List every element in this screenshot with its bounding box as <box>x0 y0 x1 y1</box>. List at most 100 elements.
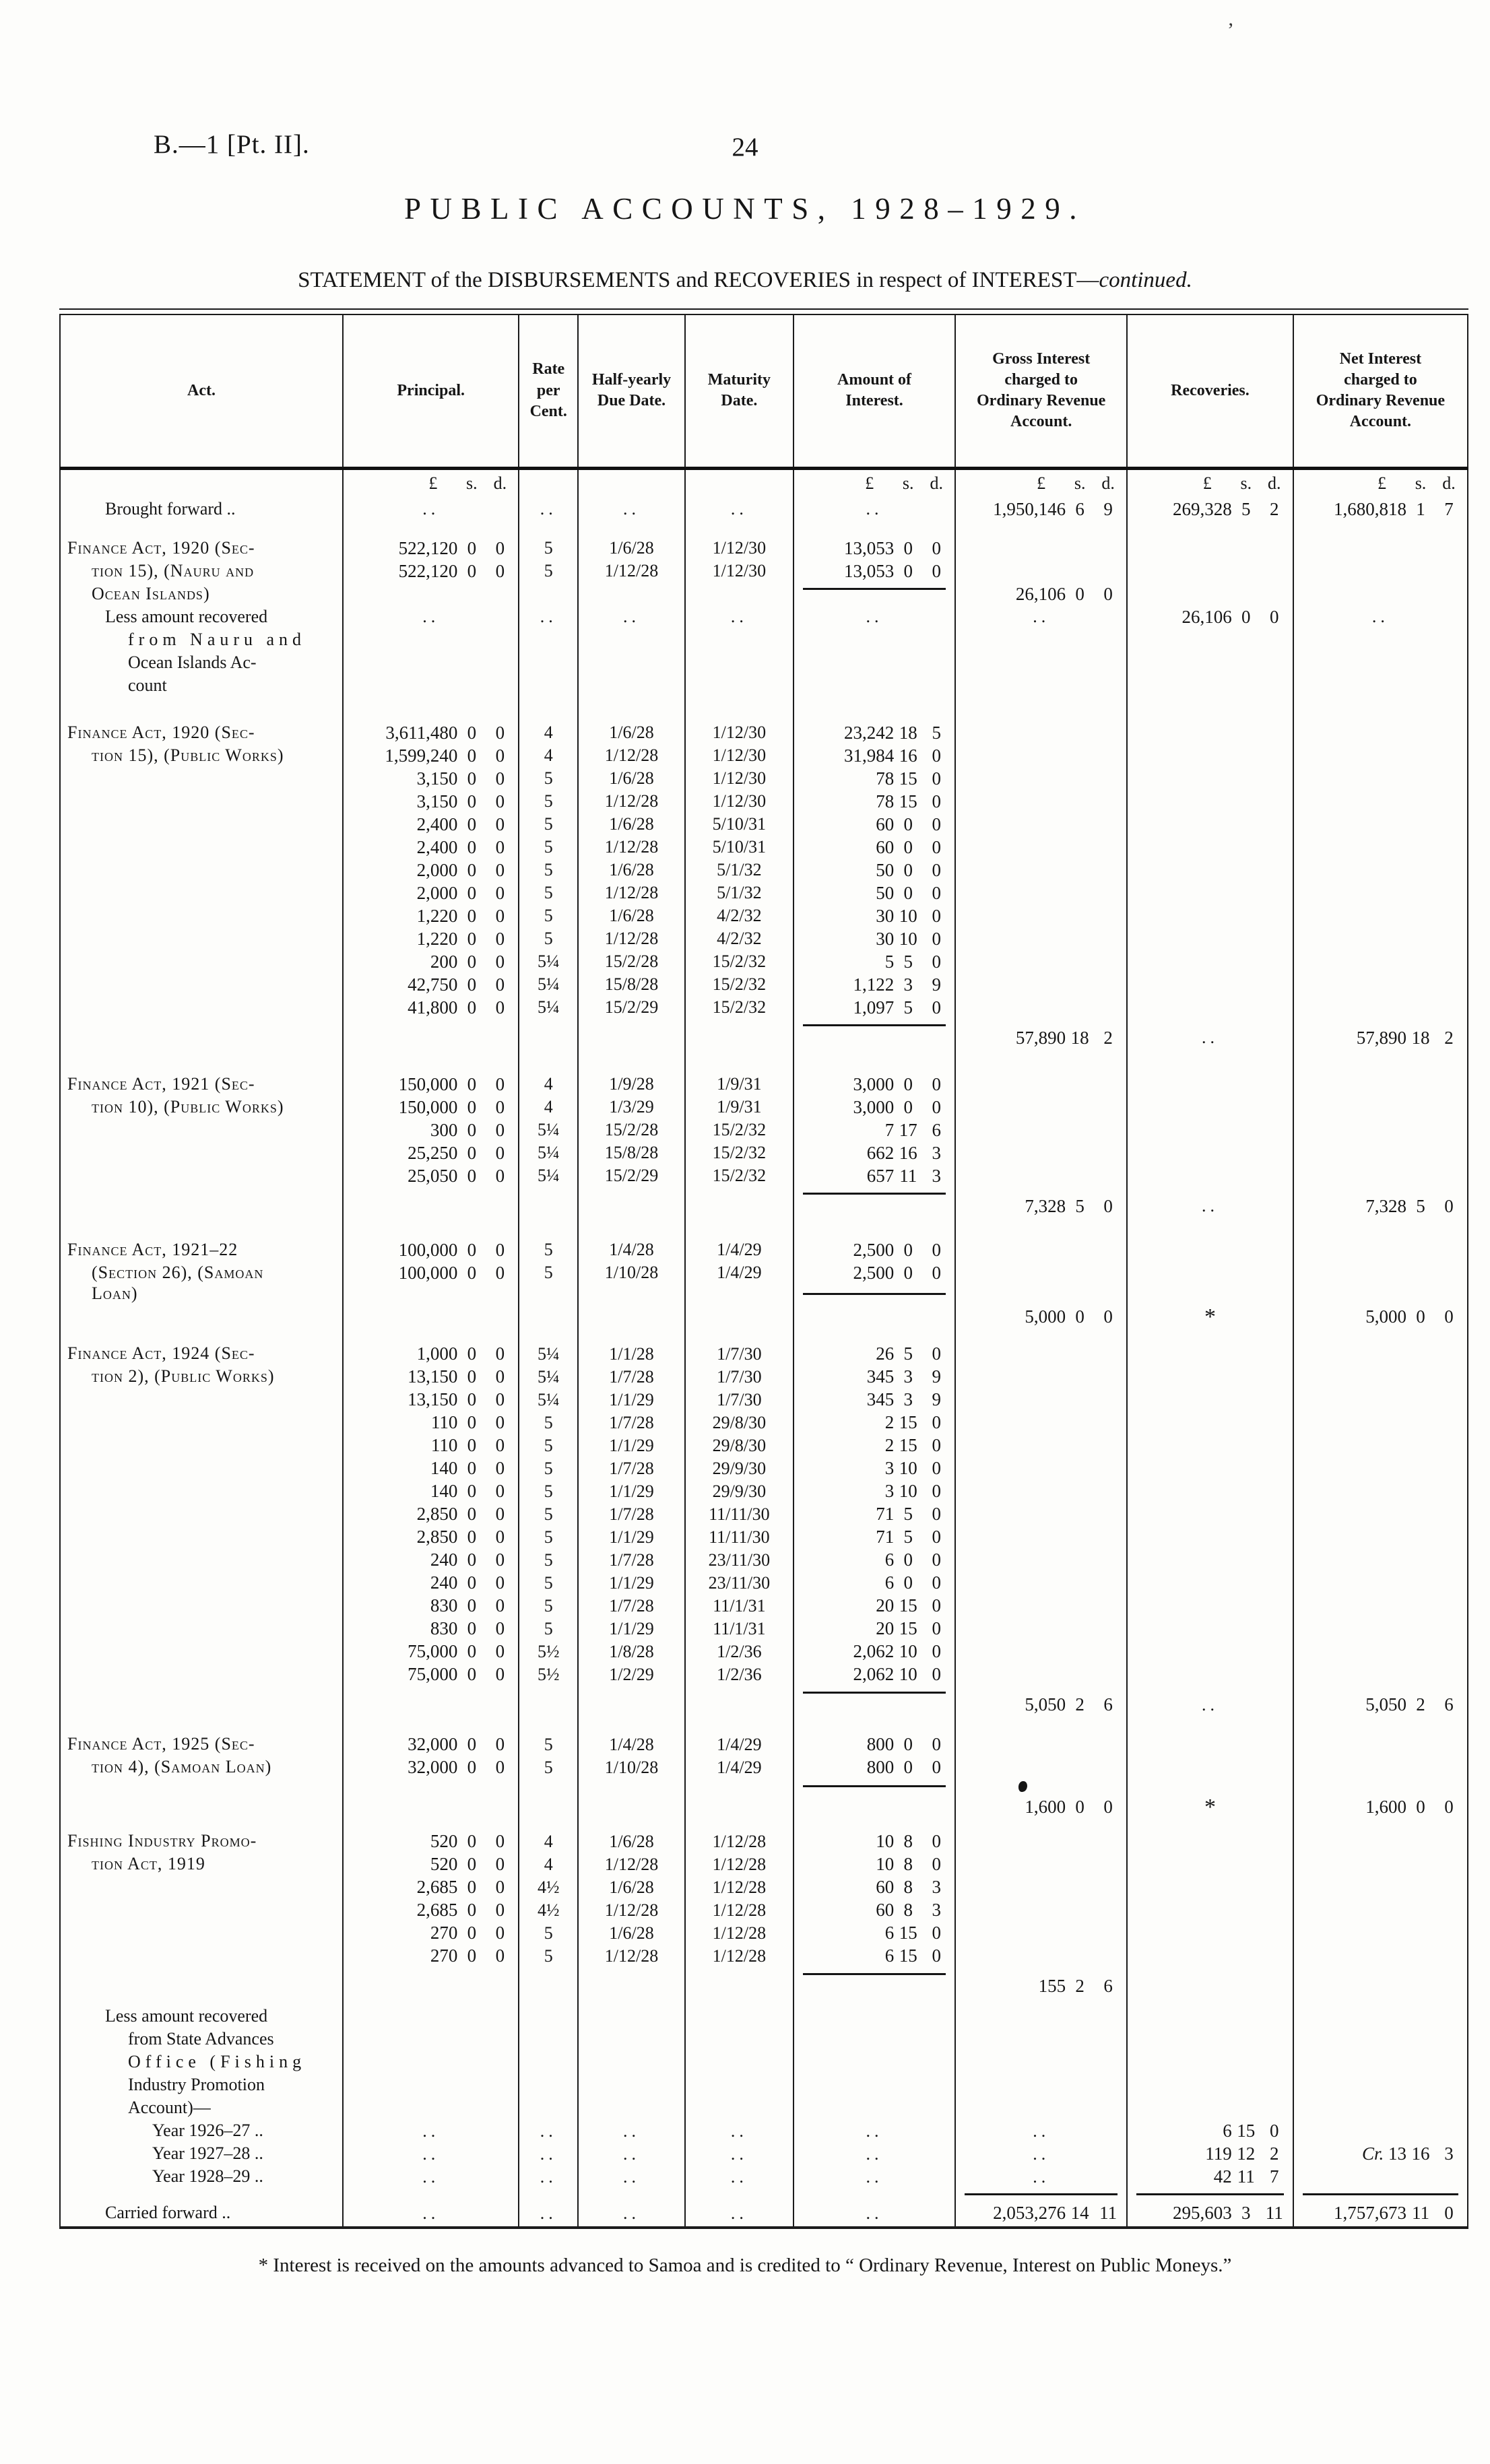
table-row: 25,250 0 0 5¼ 15/8/28 15/2/32 662 16 3 <box>60 1141 1468 1164</box>
money-cell: 1,600 0 0 <box>955 1793 1128 1821</box>
subtotal-rule <box>802 1972 946 1975</box>
empty-cell <box>1127 1820 1294 1830</box>
empty-cell <box>955 697 1128 721</box>
value-cell: 4 <box>519 1830 579 1853</box>
act-text: Finance Act, 1920 (Sec- <box>67 722 255 742</box>
empty-cell <box>1127 1330 1294 1343</box>
money-cell: 1,950,146 6 9 <box>955 498 1128 521</box>
act-cell: Year 1926–27 .. <box>60 2119 344 2143</box>
empty-cell <box>684 1303 794 1331</box>
empty-cell <box>1127 1479 1294 1503</box>
empty-cell <box>684 521 794 537</box>
empty-cell <box>60 1820 344 1830</box>
dots-cell: .. <box>519 2119 579 2143</box>
table-row: 2,400 0 0 5 1/12/28 5/10/31 60 0 0 <box>60 836 1468 859</box>
act-text: Industry Promotion <box>128 2075 265 2095</box>
column-header: Recoveries. <box>1127 314 1294 470</box>
empty-cell <box>684 2188 794 2201</box>
dots-cell: .. <box>955 605 1128 628</box>
empty-cell <box>60 1187 344 1225</box>
value-cell: 5 <box>519 881 579 904</box>
money-cell: 7,328 5 0 <box>1365 1195 1454 1216</box>
empty-cell <box>60 1057 344 1073</box>
empty-cell <box>1127 2096 1294 2120</box>
empty-cell <box>1293 1389 1468 1411</box>
value-cell: 5¼ <box>519 1388 579 1411</box>
empty-cell <box>955 1164 1128 1187</box>
empty-cell <box>793 1793 957 1821</box>
spacer-row <box>60 1330 1468 1343</box>
empty-cell <box>1127 790 1294 813</box>
value-cell: 23/11/30 <box>684 1571 794 1595</box>
empty-cell <box>684 582 794 605</box>
value-cell: 5 <box>519 1756 579 1779</box>
subtotal-rule <box>1303 2193 1458 2196</box>
subtotal-rule <box>802 1292 946 1295</box>
empty-cell <box>519 1793 579 1821</box>
empty-cell <box>60 1141 344 1164</box>
value-cell: 1/6/28 <box>578 537 686 560</box>
column-header: Maturity Date. <box>684 314 794 470</box>
act-cell: tion 15), (Public Works) <box>60 744 344 767</box>
value-cell: 5 <box>519 859 579 881</box>
money-cell: 522,120 0 0 <box>343 560 520 582</box>
empty-cell <box>684 1019 794 1057</box>
value-cell: 1/6/28 <box>578 859 686 881</box>
value-cell: 1/12/28 <box>578 744 686 767</box>
act-cell: count <box>60 674 344 697</box>
empty-cell <box>60 1434 344 1457</box>
value-cell: 5/10/31 <box>684 836 794 859</box>
empty-cell <box>343 1019 520 1057</box>
money-cell: 240 0 0 <box>343 1548 520 1572</box>
empty-cell <box>1127 973 1294 996</box>
subtotal-rule <box>802 1024 946 1026</box>
empty-cell <box>60 1944 344 1968</box>
empty-cell <box>578 1330 686 1343</box>
value-cell: 5¼ <box>519 1119 579 1141</box>
empty-cell <box>1293 1238 1468 1261</box>
value-cell: 1/9/28 <box>578 1073 686 1096</box>
empty-cell <box>955 790 1128 813</box>
empty-cell <box>793 1225 957 1238</box>
empty-cell <box>343 521 520 537</box>
value-cell: 29/9/30 <box>684 1457 794 1480</box>
value-cell: 15/8/28 <box>578 973 686 996</box>
empty-cell <box>578 674 686 697</box>
dots-cell: .. <box>519 2165 579 2189</box>
value-cell: 5 <box>519 1733 579 1756</box>
subtotal-rule-cell <box>1293 2189 1468 2201</box>
empty-cell <box>343 697 520 721</box>
money-cell: 2,000 0 0 <box>343 859 520 881</box>
empty-cell <box>578 2096 686 2120</box>
value-cell: 1/12/30 <box>684 790 794 813</box>
empty-cell <box>793 2051 957 2074</box>
table-row: tion 2), (Public Works) 13,150 0 0 5¼ 1/7/28 1… <box>60 1365 1468 1389</box>
empty-cell <box>955 1875 1128 1899</box>
empty-cell <box>1293 1968 1468 2005</box>
money-cell: 1,757,673 11 0 <box>1334 2203 1454 2224</box>
value-cell: 1/6/28 <box>578 1921 686 1945</box>
empty-cell <box>578 628 686 651</box>
act-text: Finance Act, 1920 (Sec- <box>67 537 255 558</box>
dots-cell: .. <box>684 2142 794 2166</box>
empty-cell <box>955 1057 1128 1073</box>
empty-cell <box>955 950 1128 973</box>
table-row: Brought forward ............ 1,950,146 6 9 2… <box>60 498 1468 521</box>
empty-cell <box>1127 1096 1294 1119</box>
table-row: 2,000 0 0 5 1/6/28 5/1/32 50 0 0 <box>60 859 1468 881</box>
act-text: Office (Fishing <box>128 2052 306 2072</box>
money-cell: 50 0 0 <box>793 859 957 881</box>
act-cell: (Section 26), (Samoan <box>60 1261 344 1284</box>
subtotal-rule-cell <box>1127 2188 1294 2201</box>
empty-cell <box>955 1284 1128 1304</box>
act-cell: Finance Act, 1924 (Sec- <box>60 1342 344 1366</box>
empty-cell <box>519 1967 579 2005</box>
table-row: 2,850 0 0 5 1/7/28 11/11/30 71 5 0 <box>60 1502 1468 1526</box>
empty-cell <box>955 1411 1128 1434</box>
money-cell: 5,000 0 0 <box>955 1303 1128 1331</box>
money-cell: 2,685 0 0 <box>343 1898 520 1922</box>
empty-cell <box>343 2188 520 2201</box>
act-text: Year 1926–27 .. <box>152 2121 263 2141</box>
empty-cell <box>955 1548 1128 1572</box>
value-cell: 1/1/28 <box>578 1342 686 1366</box>
